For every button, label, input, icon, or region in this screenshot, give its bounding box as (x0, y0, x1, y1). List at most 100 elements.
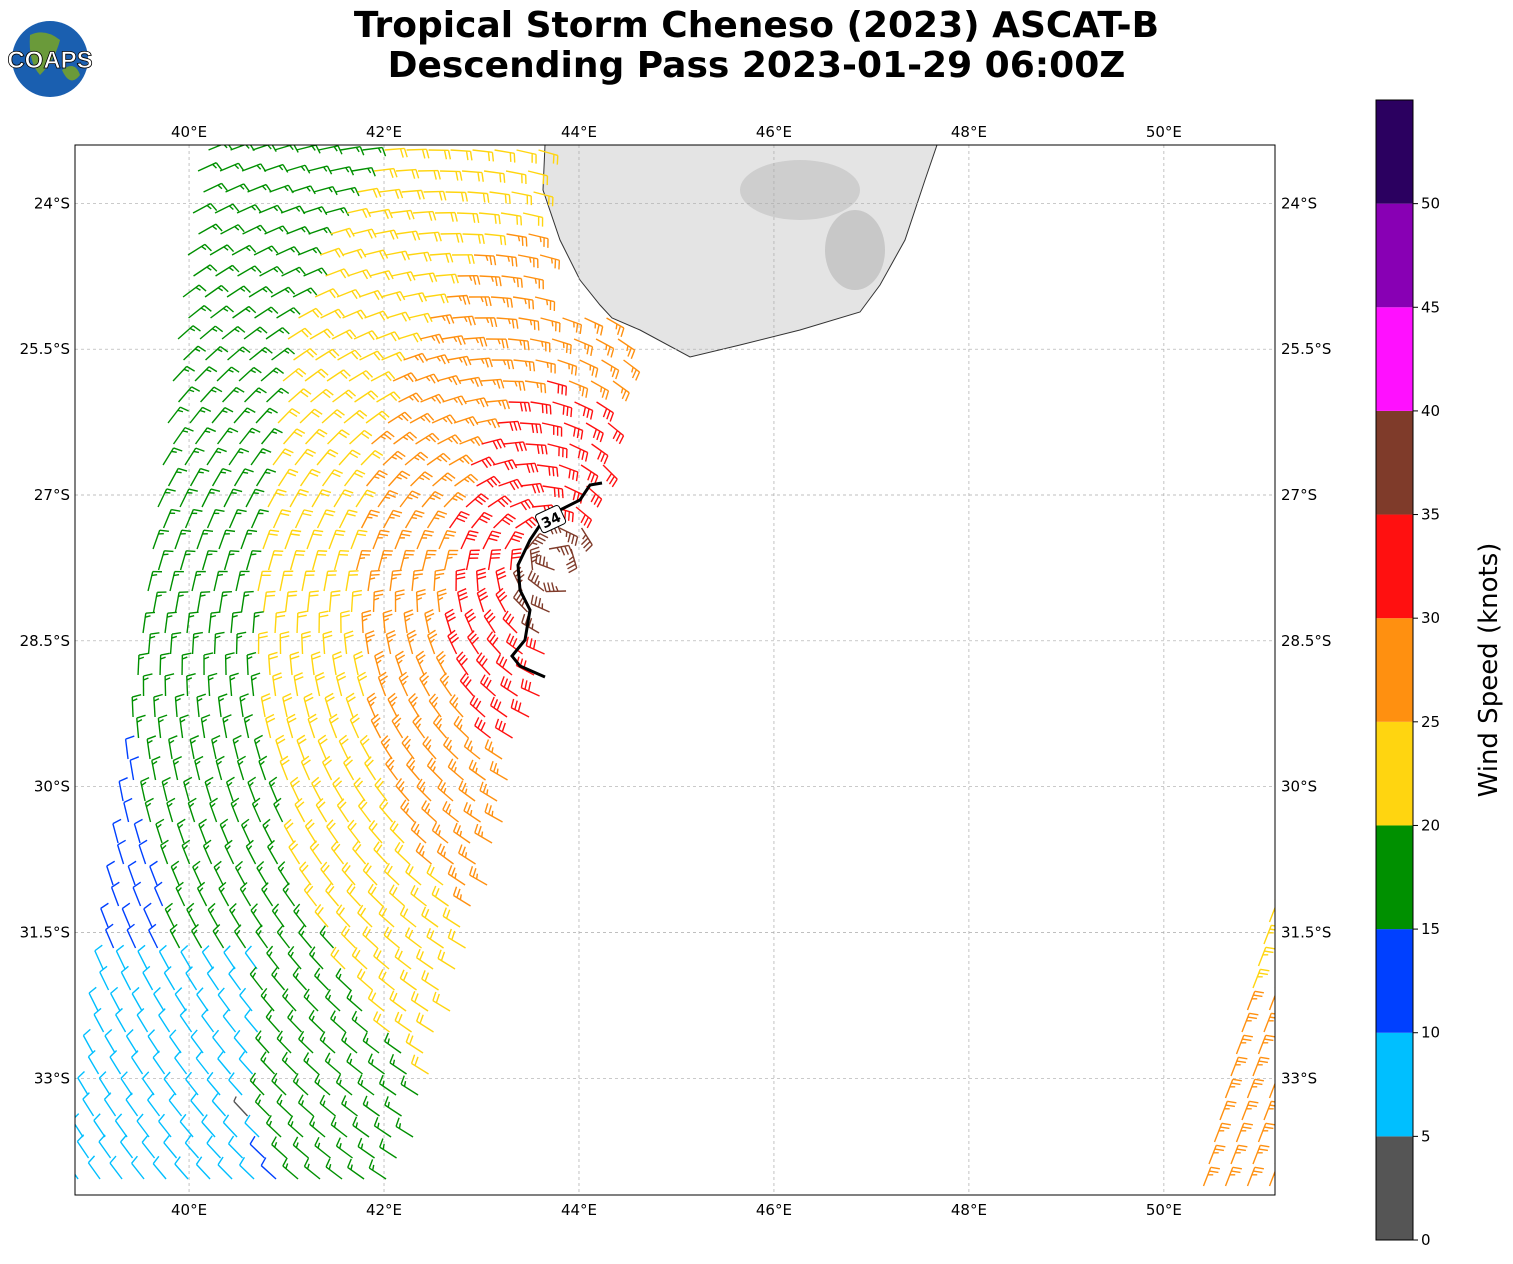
wind-barb (360, 509, 380, 529)
wind-barb (432, 991, 451, 1012)
wind-barb (366, 469, 388, 487)
wind-barb (277, 408, 301, 424)
wind-barb (394, 841, 411, 865)
wind-barb (398, 671, 409, 697)
wind-barb (186, 672, 196, 697)
lat-tick-right: 25.5°S (1281, 340, 1331, 358)
wind-barb (535, 359, 556, 374)
wind-barb (415, 842, 432, 865)
wind-barb (492, 459, 518, 471)
wind-barb (436, 588, 447, 613)
wind-barb (419, 333, 445, 344)
wind-barb (292, 967, 308, 991)
wind-barb (249, 346, 273, 361)
wind-barb (623, 359, 641, 381)
wind-barb (333, 550, 350, 571)
wind-barb (497, 420, 522, 432)
wind-barb (196, 693, 206, 718)
lon-tick-bottom: 44°E (561, 1201, 597, 1219)
wind-barb (382, 609, 393, 634)
wind-barb (351, 166, 376, 177)
wind-barb (1252, 1144, 1270, 1165)
wind-barb (335, 1073, 353, 1096)
wind-barb (509, 548, 522, 571)
wind-barb (294, 448, 317, 466)
wind-barb (480, 378, 505, 389)
wind-barb (279, 570, 294, 592)
wind-barb (298, 861, 312, 886)
wind-barb (141, 1071, 155, 1096)
wind-barb (218, 529, 236, 550)
wind-barb (385, 756, 399, 781)
wind-barb (399, 490, 421, 508)
wind-barb (168, 1092, 183, 1117)
wind-barb (147, 1029, 160, 1054)
wind-barb (125, 1029, 138, 1054)
wind-barb (310, 651, 321, 676)
wind-barb (261, 427, 283, 445)
wind-barb (253, 734, 263, 760)
wind-barb (515, 516, 540, 529)
wind-barb (206, 1135, 222, 1159)
wind-barb (440, 170, 463, 181)
wind-barb (238, 1051, 254, 1075)
wind-barb (596, 401, 615, 422)
wind-barb (286, 226, 311, 235)
wind-barb (199, 325, 224, 340)
wind-barb (543, 582, 567, 593)
lat-tick-right: 28.5°S (1281, 632, 1331, 650)
wind-barb (1241, 1100, 1259, 1121)
wind-barb (231, 244, 257, 256)
wind-barb (188, 304, 212, 319)
wind-barb (142, 965, 154, 991)
wind-barb (118, 777, 128, 802)
wind-barb (276, 1030, 292, 1054)
wind-barb (179, 1113, 194, 1138)
wind-barb (184, 508, 203, 529)
wind-barb (447, 865, 466, 886)
wind-barb (438, 529, 457, 550)
wind-barb (374, 229, 399, 240)
wind-barb (206, 508, 225, 529)
wind-barb (326, 369, 351, 382)
wind-barb (308, 226, 333, 236)
lon-tick-bottom: 42°E (366, 1201, 402, 1219)
wind-barb (1213, 1122, 1231, 1143)
wind-barb (367, 883, 384, 907)
wind-barb (367, 569, 381, 592)
wind-barb (421, 800, 438, 823)
wind-barb (240, 590, 254, 613)
wind-barb (401, 189, 425, 200)
lat-tick-left: 30°S (34, 778, 70, 796)
wind-barb (215, 755, 225, 781)
wind-barb (512, 296, 535, 310)
wind-barb (125, 1092, 139, 1117)
wind-barb (189, 406, 212, 424)
wind-barb (245, 550, 262, 571)
wind-barb (196, 881, 208, 907)
wind-barb (432, 472, 456, 487)
wind-barb (202, 839, 213, 865)
wind-barb (447, 758, 465, 781)
wind-barb (472, 149, 495, 162)
wind-barb (192, 860, 202, 886)
wind-barb (238, 366, 262, 382)
wind-barb (132, 881, 142, 907)
wind-barb (370, 713, 382, 739)
wind-barb (394, 529, 412, 550)
wind-barb (218, 591, 232, 613)
wind-barb (500, 212, 523, 226)
wind-barb (1235, 1122, 1253, 1143)
wind-barb (415, 948, 434, 970)
wind-barb (357, 1137, 375, 1159)
wind-barb (602, 464, 618, 488)
wind-barb (309, 1115, 326, 1138)
wind-barb (330, 227, 355, 238)
wind-barb (483, 170, 506, 183)
wind-barb (200, 386, 223, 403)
wind-barb (376, 391, 401, 403)
wind-barb (595, 338, 615, 358)
wind-barb (503, 380, 526, 391)
wind-barb (282, 988, 297, 1012)
wind-barb (222, 1008, 237, 1033)
